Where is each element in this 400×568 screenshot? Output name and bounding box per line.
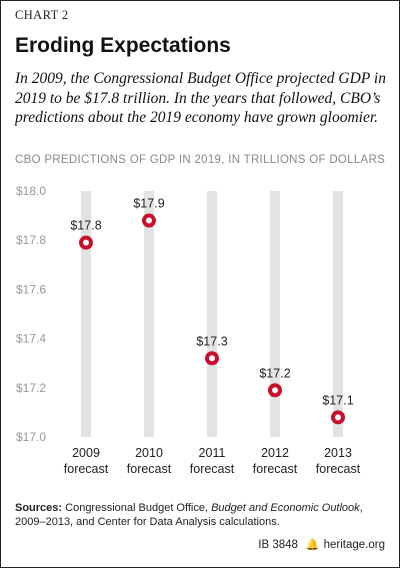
chart-heading: CBO PREDICTIONS OF GDP IN 2019, IN TRILL… [15,154,386,166]
data-point [268,383,282,398]
data-label: $17.8 [70,219,101,233]
data-point [205,351,219,366]
data-label: $17.9 [133,197,164,211]
column-bar [144,191,154,437]
x-category-year: 2013 [324,446,352,460]
y-tick-label: $17.8 [16,233,46,247]
data-label: $17.3 [196,334,227,348]
footer: IB 3848 🔔 heritage.org [258,538,385,551]
sources-report-title: Budget and Economic Outlook [211,502,360,514]
sources-note: Sources: Congressional Budget Office, Bu… [15,501,389,529]
dot-chart: $17.0 $17.2 $17.4 $17.6 $17.8 $18.0 $17.8 $17.9… [16,184,361,476]
x-category-year: 2010 [135,446,163,460]
y-tick-label: $18.0 [16,184,46,198]
x-category-label: forecast [64,462,109,476]
sources-text-b: , 2009–2013, and Center for Data Analysi… [15,502,363,528]
y-tick-label: $17.4 [16,332,46,346]
x-category-year: 2009 [72,446,100,460]
column-bar [207,191,217,437]
data-point [79,235,93,250]
x-category-year: 2012 [261,446,289,460]
x-category-label: forecast [316,462,361,476]
chart-subtitle: In 2009, the Congressional Budget Office… [15,70,386,126]
sources-text-a: Congressional Budget Office, [62,502,212,514]
sources-label: Sources: [15,502,63,514]
y-tick-label: $17.2 [16,381,46,395]
site-name: heritage.org [323,539,385,551]
data-label: $17.1 [322,393,353,407]
data-point [331,410,345,425]
x-category-label: forecast [127,462,172,476]
brief-code: IB 3848 [258,539,298,551]
data-label: $17.2 [259,366,290,380]
x-category-label: forecast [190,462,235,476]
column-bar [270,191,280,437]
chart-title: Eroding Expectations [15,34,231,57]
bell-icon: 🔔 [305,539,320,551]
y-tick-label: $17.6 [16,282,46,296]
y-tick-label: $17.0 [16,430,46,444]
chart-number: CHART 2 [15,8,69,22]
x-category-year: 2011 [199,446,226,460]
column-bar [81,191,91,437]
column-bar [333,191,343,437]
x-category-label: forecast [253,462,298,476]
data-point [142,213,156,228]
